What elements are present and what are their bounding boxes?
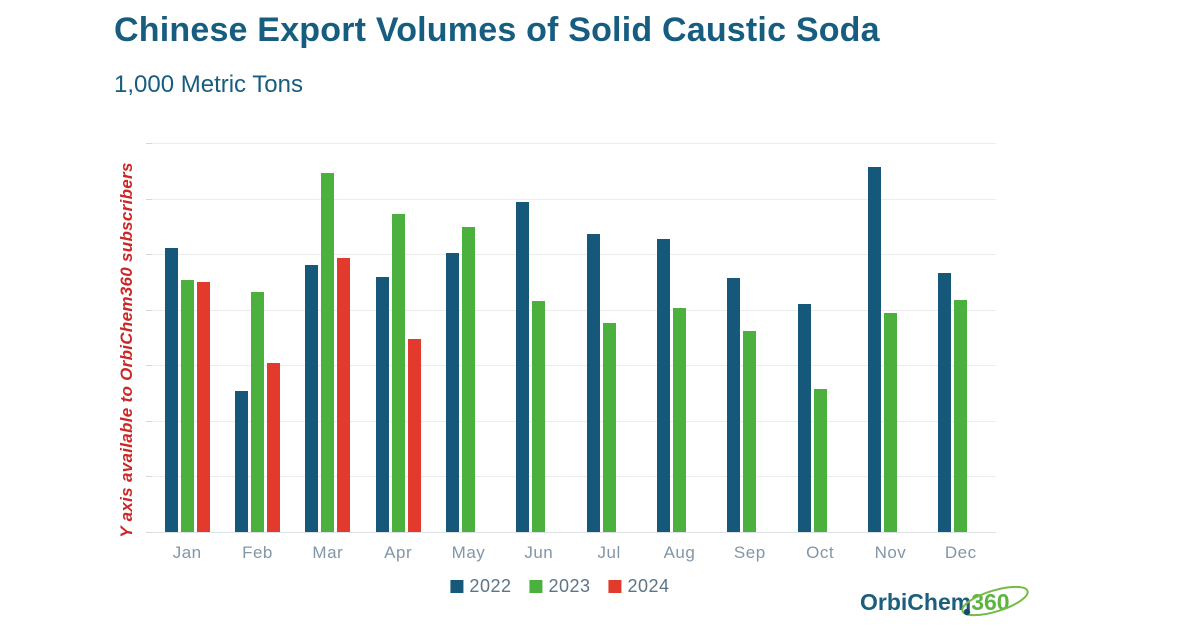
bar-2023-jul xyxy=(602,323,616,532)
bar-group-jun xyxy=(504,143,574,532)
legend-swatch-2022 xyxy=(450,580,464,593)
plot-area xyxy=(146,143,996,533)
y-axis-tick xyxy=(146,143,152,144)
x-axis-baseline xyxy=(152,532,996,533)
bar-2022-feb xyxy=(234,391,248,532)
x-label-mar: Mar xyxy=(312,543,344,562)
chart-subtitle: 1,000 Metric Tons xyxy=(114,71,303,98)
gridline xyxy=(152,476,996,478)
bar-2023-aug xyxy=(672,307,686,532)
x-label-dec: Dec xyxy=(944,543,977,562)
legend-label-2024: 2024 xyxy=(627,576,670,596)
x-label-nov: Nov xyxy=(874,543,907,562)
x-label-oct: Oct xyxy=(806,543,835,562)
y-axis-subscriber-note: Y axis available to OrbiChem360 subscrib… xyxy=(117,162,136,538)
bar-2023-may xyxy=(461,227,475,532)
bar-2023-jan xyxy=(180,279,194,532)
bar-group-feb xyxy=(222,143,292,532)
legend-swatch-2024 xyxy=(608,580,622,593)
bar-group-jan xyxy=(152,143,222,532)
legend-item-2024: 2024 xyxy=(608,576,670,597)
legend-swatch-2023 xyxy=(529,580,543,593)
bar-2022-oct xyxy=(797,304,811,532)
bar-2023-jun xyxy=(532,300,546,532)
bar-2022-jan xyxy=(164,248,178,532)
y-axis-tick xyxy=(146,198,152,200)
y-axis-tick xyxy=(146,476,152,478)
bar-2023-dec xyxy=(954,300,968,532)
bar-2023-mar xyxy=(321,172,335,532)
bar-2022-apr xyxy=(375,276,389,532)
bar-2022-aug xyxy=(656,239,670,532)
bar-group-nov xyxy=(855,143,925,532)
logo-360-digits: 360 xyxy=(971,589,1010,615)
gridline xyxy=(152,198,996,200)
bar-group-apr xyxy=(363,143,433,532)
x-label-jul: Jul xyxy=(597,543,621,562)
bar-group-dec xyxy=(926,143,996,532)
legend: 2022 2023 2024 xyxy=(450,576,669,597)
bar-2024-jan xyxy=(196,281,210,532)
bar-group-sep xyxy=(715,143,785,532)
bar-2023-sep xyxy=(743,330,757,532)
bar-2022-mar xyxy=(305,265,319,532)
x-axis-labels: Jan Feb Mar Apr May Jun Jul Aug Sep Oct Nov Dec xyxy=(152,543,996,563)
x-label-apr: Apr xyxy=(384,543,413,562)
y-axis-tick xyxy=(146,420,152,422)
gridline xyxy=(152,420,996,422)
bar-2022-jul xyxy=(586,234,600,532)
y-axis-tick xyxy=(146,254,152,256)
gridline xyxy=(152,365,996,367)
bar-2023-feb xyxy=(250,292,264,532)
gridline xyxy=(152,309,996,311)
bar-2023-oct xyxy=(813,388,827,532)
bar-2024-mar xyxy=(337,258,351,532)
bar-2023-apr xyxy=(391,214,405,532)
bar-2022-nov xyxy=(867,167,881,532)
x-label-feb: Feb xyxy=(242,543,273,562)
y-axis-tick xyxy=(146,365,152,367)
legend-item-2022: 2022 xyxy=(450,576,511,597)
bar-group-may xyxy=(433,143,503,532)
y-axis-tick xyxy=(146,532,152,533)
bar-2024-feb xyxy=(266,363,280,532)
bar-2022-dec xyxy=(938,272,952,532)
gridline xyxy=(152,143,996,144)
bar-2023-nov xyxy=(883,313,897,532)
orbichem360-logo: OrbiChem360 xyxy=(860,585,1029,617)
x-label-jan: Jan xyxy=(172,543,202,562)
bar-2022-may xyxy=(445,253,459,532)
x-label-sep: Sep xyxy=(733,543,766,562)
bar-2024-apr xyxy=(407,339,421,532)
bar-2022-sep xyxy=(727,277,741,532)
x-label-jun: Jun xyxy=(524,543,554,562)
bar-group-mar xyxy=(293,143,363,532)
x-label-may: May xyxy=(451,543,486,562)
legend-label-2023: 2023 xyxy=(548,576,591,596)
bar-2022-jun xyxy=(516,202,530,532)
logo-text-360: 360 xyxy=(961,585,1029,617)
logo-text-orbichem: OrbiChem xyxy=(860,589,972,615)
bar-group-jul xyxy=(574,143,644,532)
bar-group-aug xyxy=(644,143,714,532)
chart-title: Chinese Export Volumes of Solid Caustic … xyxy=(114,11,880,49)
y-axis-tick xyxy=(146,309,152,311)
bar-group-oct xyxy=(785,143,855,532)
legend-item-2023: 2023 xyxy=(529,576,590,597)
bars-layer xyxy=(152,143,996,532)
legend-label-2022: 2022 xyxy=(469,576,512,596)
x-label-aug: Aug xyxy=(663,543,696,562)
gridline xyxy=(152,254,996,256)
